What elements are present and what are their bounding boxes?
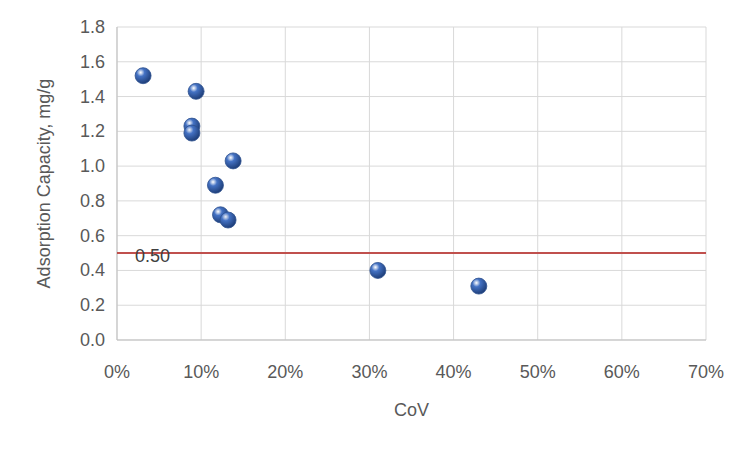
reference-line — [117, 252, 706, 254]
x-grid-line — [453, 27, 454, 340]
y-tick-label: 1.4 — [80, 87, 105, 107]
x-grid-line — [117, 27, 118, 340]
y-tick-label: 1.8 — [80, 17, 105, 37]
x-grid-line — [201, 27, 202, 340]
y-grid-line — [117, 270, 706, 271]
data-point — [471, 278, 487, 294]
x-grid-line — [706, 27, 707, 340]
chart: 0.0 0.2 0.4 0.6 0.8 1.0 1.2 1.4 1.6 1.8 0% 10% 20% 30… — [0, 0, 750, 450]
x-axis-title: CoV — [394, 400, 429, 420]
y-tick-label: 0.4 — [80, 260, 105, 280]
y-tick-label: 0.6 — [80, 226, 105, 246]
y-tick-label: 1.6 — [80, 52, 105, 72]
y-tick-label: 0.2 — [80, 295, 105, 315]
y-grid-line — [117, 340, 706, 341]
x-tick-label: 60% — [604, 362, 640, 382]
y-tick-label: 0.8 — [80, 191, 105, 211]
y-tick-label: 1.0 — [80, 156, 105, 176]
y-grid-line — [117, 131, 706, 132]
x-grid-line — [621, 27, 622, 340]
y-grid-line — [117, 166, 706, 167]
x-grid-line — [537, 27, 538, 340]
y-grid-line — [117, 235, 706, 236]
y-grid-line — [117, 61, 706, 62]
y-tick-label: 0.0 — [80, 330, 105, 350]
data-point — [225, 153, 241, 169]
reference-label: 0.50 — [135, 246, 170, 266]
data-point — [188, 83, 204, 99]
x-grid-line — [285, 27, 286, 340]
y-grid-line — [117, 305, 706, 306]
data-point — [220, 212, 236, 228]
y-axis-title: Adsorption Capacity, mg/g — [34, 79, 54, 289]
x-tick-label: 0% — [104, 362, 130, 382]
plot-area — [117, 68, 706, 294]
x-tick-label: 40% — [436, 362, 472, 382]
y-axis — [117, 27, 118, 340]
x-grid-line — [369, 27, 370, 340]
x-tick-label: 10% — [183, 362, 219, 382]
data-point — [207, 177, 223, 193]
x-tick-label: 50% — [520, 362, 556, 382]
y-grid-line — [117, 200, 706, 201]
x-axis — [117, 340, 706, 341]
y-grid-line — [117, 27, 706, 28]
y-tick-label: 1.2 — [80, 121, 105, 141]
x-tick-label: 20% — [267, 362, 303, 382]
y-grid-line — [117, 96, 706, 97]
data-point — [184, 125, 200, 141]
grid — [117, 27, 706, 340]
data-point — [370, 262, 386, 278]
x-tick-label: 70% — [688, 362, 724, 382]
data-point — [135, 68, 151, 84]
x-tick-label: 30% — [351, 362, 387, 382]
